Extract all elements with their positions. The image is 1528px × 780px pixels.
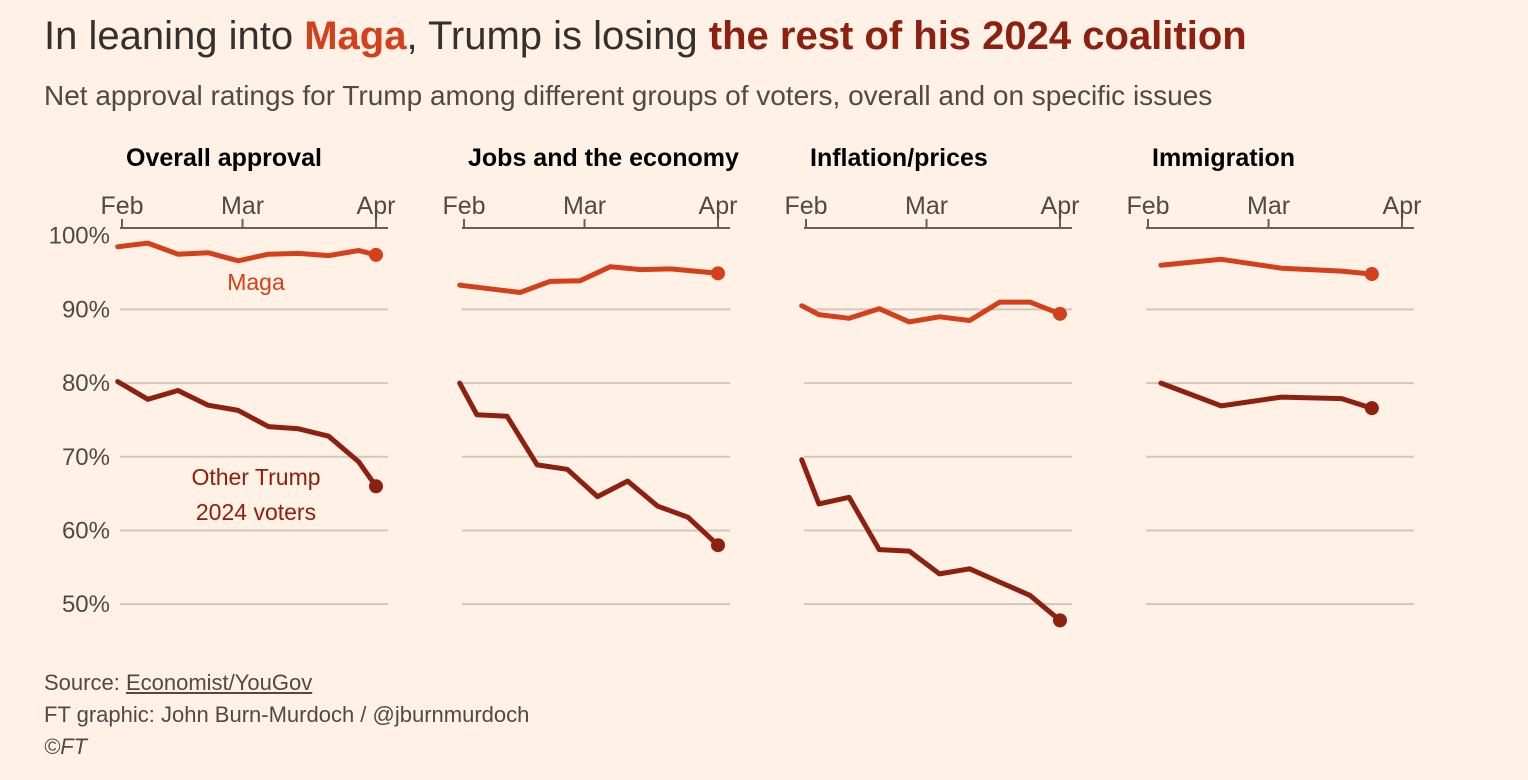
maga-end-point <box>711 266 725 281</box>
copyright: ©FT <box>44 734 88 759</box>
headline-maga: Maga <box>304 14 407 58</box>
other-end-point <box>1364 401 1379 416</box>
source-link[interactable]: Economist/YouGov <box>125 670 313 695</box>
x-tick-label: Apr <box>1041 192 1080 220</box>
y-tick-label: 90% <box>62 296 110 323</box>
x-tick-label: Mar <box>563 192 606 220</box>
y-tick-label: 100% <box>49 223 110 250</box>
panel-title: Jobs and the economy <box>468 144 739 172</box>
subtitle: Net approval ratings for Trump among dif… <box>44 80 1213 111</box>
y-tick-label: 60% <box>62 517 110 544</box>
headline-part1: In leaning into <box>44 14 305 58</box>
x-tick-label: Mar <box>221 192 264 220</box>
maga-end-point <box>369 247 383 262</box>
panel-title: Overall approval <box>126 144 322 172</box>
other-series-label-line1: Other Trump <box>191 464 320 490</box>
x-tick-label: Mar <box>905 192 948 220</box>
panel-2: Jobs and the economy Feb Mar Apr <box>442 144 739 606</box>
x-tick-label: Feb <box>442 192 485 220</box>
x-tick-label: Feb <box>784 192 827 220</box>
maga-series-line <box>1158 256 1375 277</box>
x-tick-label: Apr <box>699 192 738 220</box>
credit-line: FT graphic: John Burn-Murdoch / @jburnmu… <box>44 702 530 727</box>
maga-series-line <box>799 299 1063 325</box>
other-series-line <box>799 457 1063 623</box>
maga-end-point <box>1053 306 1067 321</box>
x-tick-label: Mar <box>1247 192 1290 220</box>
headline-rest-coalition: the rest of his 2024 coalition <box>708 14 1247 58</box>
small-multiples-chart: 100% 90% 80% 70% 60% 50% Overall approval Feb Ma… <box>49 144 1422 628</box>
other-end-point <box>1053 613 1067 628</box>
x-tick-label: Feb <box>1126 192 1169 220</box>
other-series-line <box>1158 380 1375 411</box>
other-end-point <box>711 538 725 553</box>
panel-title: Immigration <box>1152 144 1295 172</box>
y-tick-label: 50% <box>62 591 110 618</box>
panel-1: Overall approval Feb Mar Apr Maga Other Trump… <box>100 144 396 606</box>
y-tick-label: 70% <box>62 444 110 471</box>
maga-series-line <box>115 240 379 264</box>
headline: In leaning into Maga, Trump is losing th… <box>44 12 1247 60</box>
maga-series-line <box>457 264 721 295</box>
x-tick-label: Apr <box>357 192 396 220</box>
source-line: Source: Economist/YouGov <box>44 667 529 699</box>
panel-4: Immigration Feb Mar Apr <box>1126 144 1422 606</box>
y-tick-label: 80% <box>62 370 110 397</box>
maga-series-label: Maga <box>227 269 285 295</box>
panel-title: Inflation/prices <box>810 144 988 172</box>
other-series-line <box>115 379 379 489</box>
other-series-line <box>457 380 721 548</box>
headline-part3: , Trump is losing <box>406 14 709 58</box>
panel-3: Inflation/prices Feb Mar Apr <box>784 144 1080 628</box>
footer: Source: Economist/YouGov FT graphic: Joh… <box>44 667 529 763</box>
x-tick-label: Feb <box>100 192 143 220</box>
source-prefix: Source: <box>44 670 126 695</box>
maga-end-point <box>1364 267 1379 282</box>
other-series-label-line2: 2024 voters <box>196 499 316 525</box>
x-tick-label: Apr <box>1383 192 1422 220</box>
other-end-point <box>369 479 383 494</box>
